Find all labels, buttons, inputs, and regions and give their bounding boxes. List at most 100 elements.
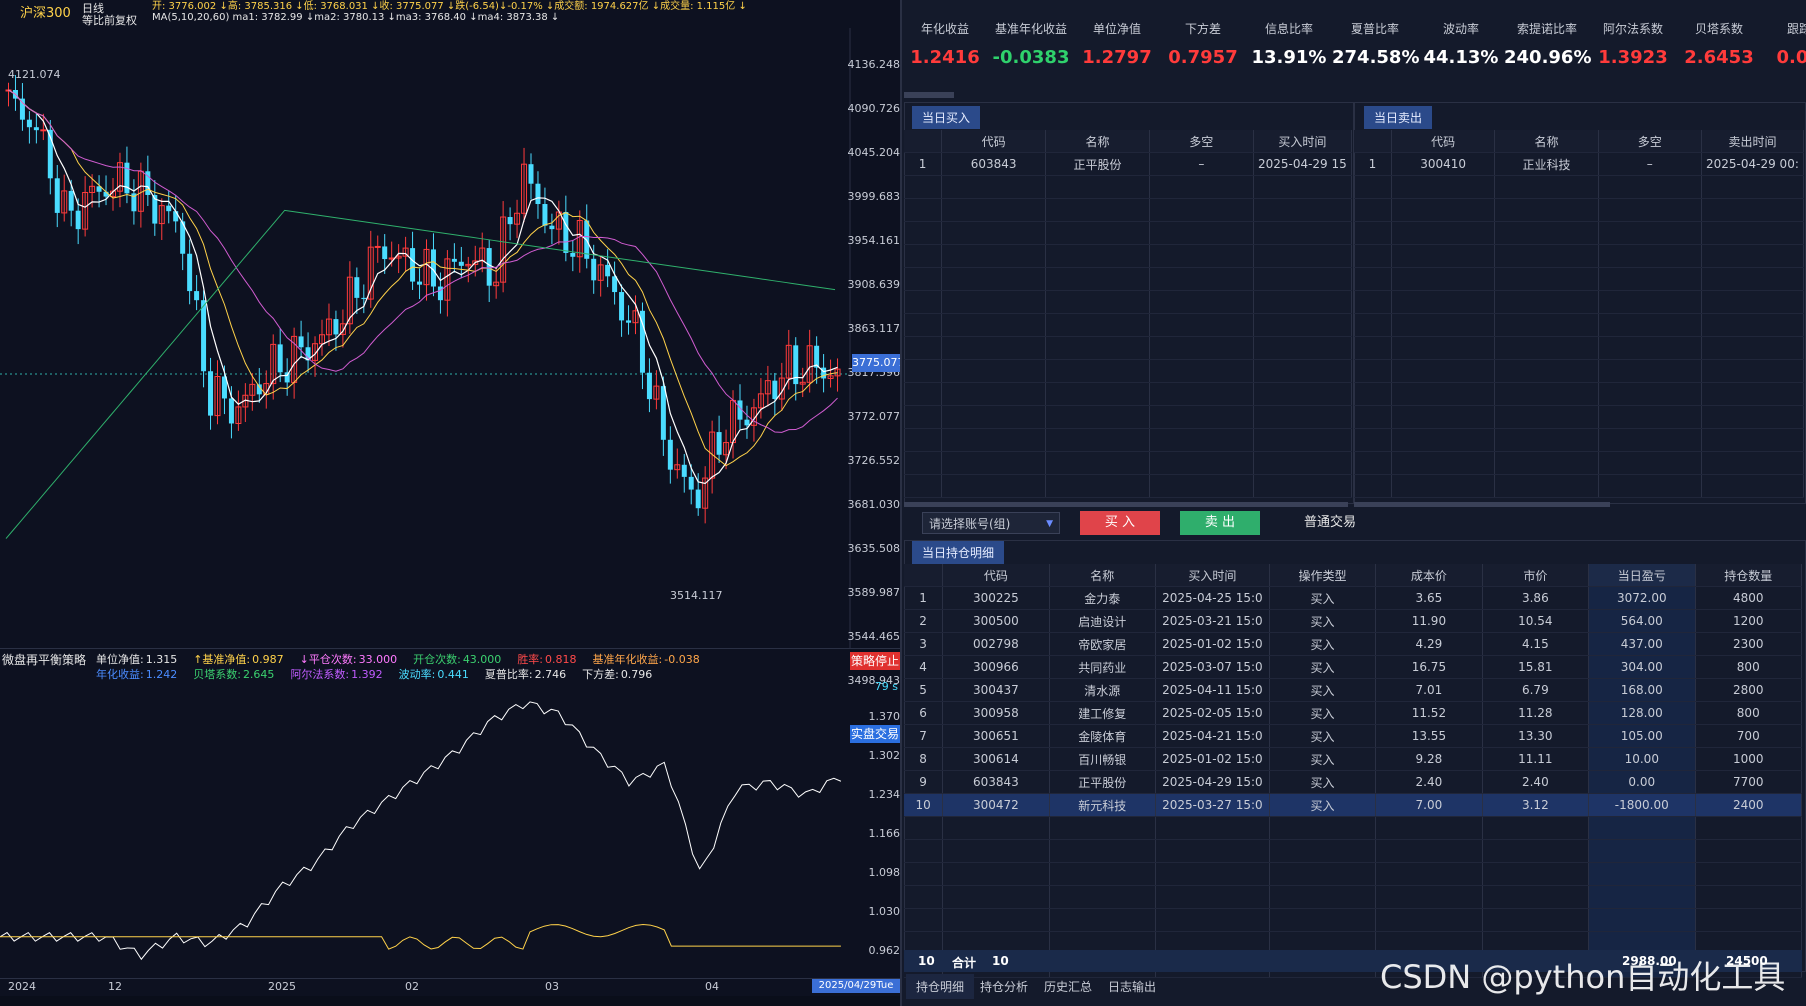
table-row[interactable]: 9 603843 正平股份 2025-04-29 15:0 买入 2.40 2.40 0.00… bbox=[904, 770, 1802, 794]
table-row[interactable] bbox=[1354, 405, 1805, 429]
table-row[interactable] bbox=[1354, 336, 1805, 360]
column-header[interactable]: 卖出时间 bbox=[1701, 130, 1805, 153]
column-header[interactable]: 成本价 bbox=[1375, 564, 1483, 587]
table-row[interactable]: 7 300651 金陵体育 2025-04-21 15:0 买入 13.55 13.30 10… bbox=[904, 724, 1802, 748]
period-label[interactable]: 日线 bbox=[82, 2, 104, 15]
column-header[interactable]: 名称 bbox=[1494, 130, 1599, 153]
table-row[interactable] bbox=[1354, 221, 1805, 245]
table-row[interactable] bbox=[1354, 198, 1805, 222]
table-row[interactable] bbox=[904, 908, 1802, 932]
column-header[interactable]: 市价 bbox=[1482, 564, 1590, 587]
min-price-label: 3514.117 bbox=[670, 589, 723, 602]
sell-button[interactable]: 卖 出 bbox=[1180, 511, 1260, 535]
table-row[interactable]: 1 603843 正平股份 –2025-04-29 15 bbox=[904, 152, 1353, 176]
column-header[interactable] bbox=[904, 130, 943, 153]
table-row[interactable]: 8 300614 百川畅银 2025-01-02 15:0 买入 9.28 11.11 10.… bbox=[904, 747, 1802, 771]
table-row[interactable] bbox=[1354, 244, 1805, 268]
kline-chart[interactable]: 4121.074 3514.117 bbox=[0, 28, 900, 648]
column-header[interactable]: 多空 bbox=[1149, 130, 1254, 153]
table-row[interactable] bbox=[904, 816, 1802, 840]
table-row[interactable] bbox=[904, 359, 1353, 383]
table-row[interactable] bbox=[1354, 451, 1805, 475]
stats-scrollbar[interactable] bbox=[904, 92, 954, 98]
column-header[interactable]: 代码 bbox=[942, 564, 1050, 587]
table-row[interactable]: 6 300958 建工修复 2025-02-05 15:0 买入 11.52 11.28 12… bbox=[904, 701, 1802, 725]
index-name[interactable]: 沪深300 bbox=[20, 6, 71, 21]
table-row[interactable] bbox=[904, 290, 1353, 314]
adjust-label[interactable]: 等比前复权 bbox=[82, 14, 137, 27]
table-row[interactable] bbox=[904, 175, 1353, 199]
table-row[interactable] bbox=[904, 451, 1353, 475]
table-row[interactable]: 5 300437 清水源 2025-04-11 15:0 买入 7.01 6.79 168.0… bbox=[904, 678, 1802, 702]
table-row[interactable] bbox=[1354, 382, 1805, 406]
table-row[interactable] bbox=[904, 931, 1802, 955]
column-header[interactable]: 买入时间 bbox=[1253, 130, 1353, 153]
column-header[interactable]: 代码 bbox=[941, 130, 1047, 153]
table-row[interactable]: 2 300500 启迪设计 2025-03-21 15:0 买入 11.90 10.54 56… bbox=[904, 609, 1802, 633]
column-header[interactable]: 名称 bbox=[1049, 564, 1157, 587]
table-cell: 128.00 bbox=[1588, 701, 1696, 725]
table-row[interactable] bbox=[1354, 313, 1805, 337]
table-row[interactable] bbox=[1354, 428, 1805, 452]
column-header[interactable]: 持仓数量 bbox=[1695, 564, 1802, 587]
table-row[interactable] bbox=[904, 313, 1353, 337]
table-row[interactable] bbox=[1354, 474, 1805, 498]
table-row[interactable] bbox=[904, 839, 1802, 863]
table-cell: 帝欧家居 bbox=[1049, 632, 1157, 656]
table-row[interactable] bbox=[1354, 290, 1805, 314]
table-cell bbox=[1253, 267, 1353, 291]
table-cell bbox=[1695, 885, 1802, 909]
y-tick-label: 3544.465 bbox=[847, 630, 901, 643]
account-select[interactable]: 请选择账号(组) ▼ bbox=[922, 512, 1060, 534]
table-cell bbox=[904, 267, 943, 291]
sell-today-tab[interactable]: 当日卖出 bbox=[1364, 106, 1433, 129]
y-tick-label: 3681.030 bbox=[847, 498, 901, 511]
column-header[interactable]: 代码 bbox=[1391, 130, 1496, 153]
sell-scrollbar[interactable] bbox=[1354, 502, 1610, 507]
column-header[interactable]: 操作类型 bbox=[1269, 564, 1377, 587]
table-row[interactable] bbox=[904, 382, 1353, 406]
table-row[interactable] bbox=[904, 198, 1353, 222]
table-row[interactable] bbox=[904, 221, 1353, 245]
buy-button[interactable]: 买 入 bbox=[1080, 511, 1160, 535]
table-row[interactable] bbox=[904, 267, 1353, 291]
table-row[interactable] bbox=[904, 405, 1353, 429]
table-row[interactable]: 3 002798 帝欧家居 2025-01-02 15:0 买入 4.29 4.15 437.… bbox=[904, 632, 1802, 656]
column-header[interactable] bbox=[904, 564, 944, 587]
table-row[interactable] bbox=[904, 885, 1802, 909]
normal-trade-button[interactable]: 普通交易 bbox=[1303, 515, 1356, 530]
table-row[interactable] bbox=[904, 474, 1353, 498]
column-header[interactable] bbox=[1354, 130, 1392, 153]
bottom-tab[interactable]: 持仓分析 bbox=[980, 980, 1029, 994]
equity-y-axis: 1.370 1.302 1.234 1.166 1.098 1.030 0.962 bbox=[852, 690, 901, 980]
table-cell: 买入 bbox=[1269, 586, 1377, 610]
table-cell bbox=[1598, 267, 1702, 291]
table-row[interactable]: 1 300410 正业科技 –2025-04-29 00: bbox=[1354, 152, 1805, 176]
table-row[interactable] bbox=[904, 336, 1353, 360]
column-header[interactable]: 当日盈亏 bbox=[1588, 564, 1696, 587]
bottom-tab[interactable]: 日志输出 bbox=[1108, 980, 1157, 994]
table-row[interactable]: 10 300472 新元科技 2025-03-27 15:0 买入 7.00 3.12 -18… bbox=[904, 793, 1802, 817]
holdings-tab[interactable]: 当日持仓明细 bbox=[912, 541, 1005, 564]
bottom-tab[interactable]: 持仓明细 bbox=[906, 974, 975, 999]
buy-scrollbar[interactable] bbox=[904, 502, 1348, 507]
equity-chart[interactable] bbox=[0, 690, 850, 980]
table-cell bbox=[1045, 474, 1150, 498]
column-header[interactable]: 名称 bbox=[1045, 130, 1150, 153]
table-row[interactable] bbox=[904, 862, 1802, 886]
table-row[interactable] bbox=[904, 244, 1353, 268]
table-cell bbox=[1391, 290, 1496, 314]
live-trade-button[interactable]: 实盘交易 bbox=[850, 725, 900, 743]
table-row[interactable]: 1 300225 金力泰 2025-04-25 15:0 买入 3.65 3.86 3072.… bbox=[904, 586, 1802, 610]
table-row[interactable] bbox=[1354, 267, 1805, 291]
bottom-tab[interactable]: 历史汇总 bbox=[1044, 980, 1093, 994]
table-cell bbox=[1253, 198, 1353, 222]
strategy-stop-button[interactable]: 策略停止 bbox=[850, 652, 900, 670]
table-row[interactable] bbox=[1354, 175, 1805, 199]
buy-today-tab[interactable]: 当日买入 bbox=[912, 106, 981, 129]
table-row[interactable] bbox=[904, 428, 1353, 452]
column-header[interactable]: 多空 bbox=[1598, 130, 1702, 153]
table-row[interactable]: 4 300966 共同药业 2025-03-07 15:0 买入 16.75 15.81 30… bbox=[904, 655, 1802, 679]
column-header[interactable]: 买入时间 bbox=[1155, 564, 1270, 587]
table-row[interactable] bbox=[1354, 359, 1805, 383]
